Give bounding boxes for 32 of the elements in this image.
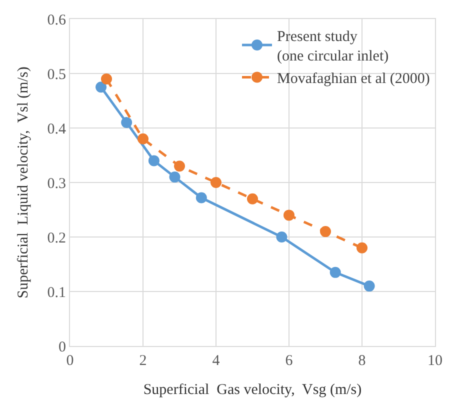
point [320, 226, 331, 238]
legend-label: Movafaghian et al (2000) [277, 71, 430, 88]
y-tick-label: 0.5 [47, 66, 66, 83]
point [174, 160, 185, 172]
point [247, 193, 258, 204]
y-tick-label: 0.4 [47, 121, 66, 138]
point [96, 82, 107, 93]
point [364, 280, 375, 292]
x-tick-label: 6 [285, 353, 294, 369]
point [284, 210, 294, 221]
x-tick-label: 10 [428, 353, 442, 369]
y-tick-label: 0.6 [47, 12, 66, 28]
x-tick-label: 4 [212, 353, 220, 369]
point [210, 177, 222, 188]
y-axis-title: Superficial Liquid velocity, Vsl (m/s) [16, 66, 32, 298]
y-tick-label: 0.3 [47, 176, 66, 192]
point [330, 266, 341, 278]
point [138, 133, 148, 144]
point [169, 172, 180, 183]
point [148, 155, 160, 166]
y-tick-label: 0 [58, 339, 66, 356]
x-tick-label: 8 [358, 353, 366, 369]
point [356, 242, 368, 254]
point [101, 73, 112, 84]
point [121, 117, 132, 128]
x-tick-label: 2 [139, 353, 147, 369]
point [276, 232, 288, 242]
x-axis-title: Superficial Gas velocity, Vsg (m/s) [143, 382, 362, 398]
legend-label: Present study (one circular inlet) [277, 29, 389, 65]
y-tick-label: 0.2 [47, 230, 66, 246]
y-tick-label: 0.1 [47, 284, 66, 301]
point [196, 192, 207, 204]
